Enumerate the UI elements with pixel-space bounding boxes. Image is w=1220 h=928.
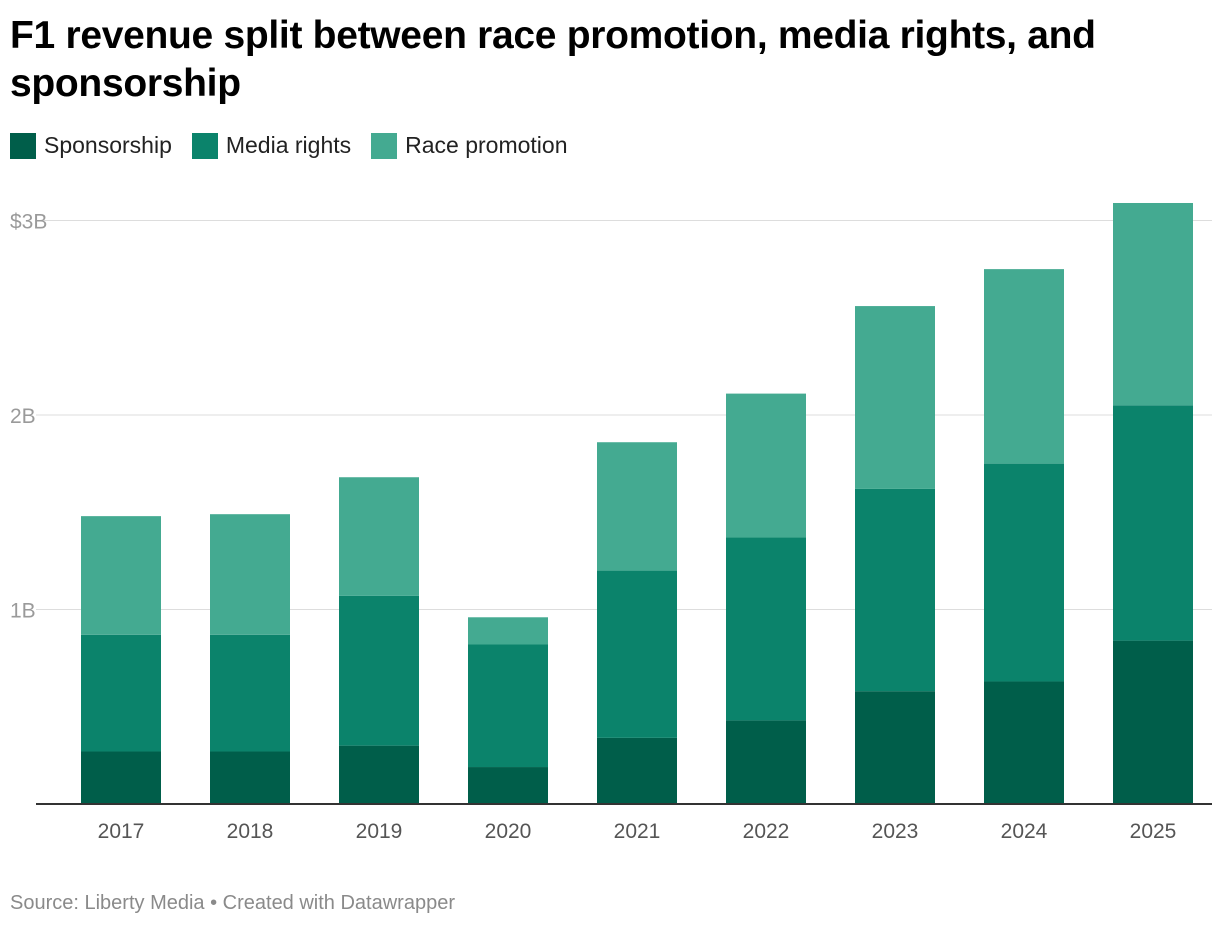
x-tick-label-2021: 2021 xyxy=(614,820,661,843)
bar-media-rights-2018 xyxy=(210,634,290,752)
x-tick-label-2025: 2025 xyxy=(1130,820,1177,843)
bar-sponsorship-2025 xyxy=(1113,640,1193,804)
bar-sponsorship-2024 xyxy=(984,681,1064,804)
legend-swatch-sponsorship xyxy=(10,132,36,159)
bar-race-promotion-2020 xyxy=(468,617,548,645)
bar-sponsorship-2020 xyxy=(468,767,548,804)
x-tick-label-2017: 2017 xyxy=(98,820,145,843)
stacked-bar-chart: 1B 2B $3B 2017 2018 2019 2020 2021 2022 2023 2024 2… xyxy=(10,202,1212,843)
x-tick-label-2023: 2023 xyxy=(872,820,919,843)
bar-sponsorship-2017 xyxy=(81,751,161,804)
bar-race-promotion-2025 xyxy=(1113,202,1193,406)
bar-sponsorship-2023 xyxy=(855,691,935,804)
bar-media-rights-2024 xyxy=(984,463,1064,682)
y-tick-label-3: $3B xyxy=(10,211,47,234)
legend-item-race-promotion: Race promotion xyxy=(371,132,568,159)
bar-sponsorship-2018 xyxy=(210,751,290,804)
bar-media-rights-2023 xyxy=(855,488,935,692)
bar-media-rights-2021 xyxy=(597,570,677,738)
x-tick-label-2024: 2024 xyxy=(1001,820,1048,843)
legend-swatch-media-rights xyxy=(191,132,218,159)
bar-race-promotion-2017 xyxy=(81,516,161,635)
legend-label-race-promotion: Race promotion xyxy=(405,132,568,158)
y-tick-label-2: 2B xyxy=(10,405,36,428)
legend-item-media-rights: Media rights xyxy=(191,132,352,159)
legend-item-sponsorship: Sponsorship xyxy=(10,132,172,159)
chart-title: F1 revenue split between race promotion,… xyxy=(10,14,1096,105)
x-tick-label-2020: 2020 xyxy=(485,820,532,843)
bar-race-promotion-2023 xyxy=(855,306,935,489)
bar-media-rights-2017 xyxy=(81,634,161,752)
bar-sponsorship-2021 xyxy=(597,737,677,804)
bar-media-rights-2022 xyxy=(726,537,806,721)
source-footer: Source: Liberty Media • Created with Dat… xyxy=(10,892,455,914)
bar-sponsorship-2022 xyxy=(726,720,806,804)
bar-race-promotion-2024 xyxy=(984,269,1064,464)
legend-label-sponsorship: Sponsorship xyxy=(44,132,172,158)
x-tick-label-2018: 2018 xyxy=(227,820,274,843)
legend: Sponsorship Media rights Race promotion xyxy=(10,132,588,159)
legend-swatch-race-promotion xyxy=(371,132,398,159)
bar-media-rights-2019 xyxy=(339,595,419,746)
x-tick-label-2022: 2022 xyxy=(743,820,790,843)
y-tick-label-1: 1B xyxy=(10,600,36,623)
bar-media-rights-2025 xyxy=(1113,405,1193,641)
bar-race-promotion-2022 xyxy=(726,393,806,538)
x-tick-label-2019: 2019 xyxy=(356,820,403,843)
bar-race-promotion-2019 xyxy=(339,477,419,596)
bar-race-promotion-2021 xyxy=(597,442,677,571)
legend-label-media-rights: Media rights xyxy=(225,132,352,158)
bar-media-rights-2020 xyxy=(468,644,548,768)
bar-sponsorship-2019 xyxy=(339,745,419,804)
bar-race-promotion-2018 xyxy=(210,514,290,635)
